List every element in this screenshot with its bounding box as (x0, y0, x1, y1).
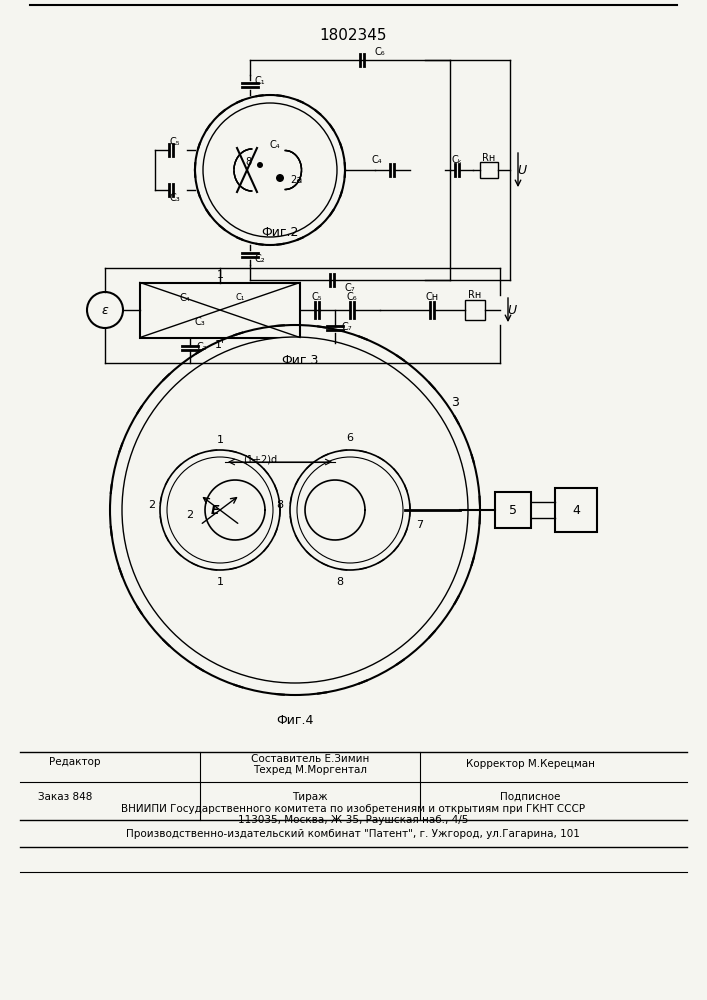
Text: Составитель Е.Зимин: Составитель Е.Зимин (251, 754, 369, 764)
Text: 8: 8 (276, 500, 284, 510)
Text: 8: 8 (245, 157, 251, 167)
Text: 8: 8 (337, 577, 344, 587)
Text: 2a: 2a (290, 175, 303, 185)
Text: C₄: C₄ (269, 140, 280, 150)
Circle shape (203, 103, 337, 237)
Text: 2: 2 (187, 510, 194, 520)
Text: C₅: C₅ (312, 292, 322, 302)
Text: E: E (211, 504, 219, 516)
Text: C₄: C₄ (180, 293, 190, 303)
Bar (495, 492, 531, 528)
Text: C₃: C₃ (170, 193, 180, 203)
Text: U: U (518, 163, 527, 176)
Text: 5: 5 (509, 504, 517, 516)
Text: Rн: Rн (482, 153, 496, 163)
Text: 1: 1 (216, 577, 223, 587)
Bar (140, 282, 300, 338)
Text: Cн: Cн (426, 292, 438, 302)
Text: C₆: C₆ (375, 47, 385, 57)
Text: 4: 4 (572, 504, 580, 516)
Text: ВНИИПИ Государственного комитета по изобретениям и открытиям при ГКНТ СССР: ВНИИПИ Государственного комитета по изоб… (121, 804, 585, 814)
Text: 7: 7 (416, 520, 423, 530)
Bar (555, 488, 597, 532)
Text: 1': 1' (215, 340, 225, 351)
Text: Фиг.4: Фиг.4 (276, 714, 314, 726)
Text: C₅: C₅ (170, 137, 180, 147)
Text: C₂: C₂ (255, 254, 265, 264)
Text: C₃: C₃ (194, 317, 205, 327)
Text: Техред М.Моргентал: Техред М.Моргентал (253, 765, 367, 775)
Circle shape (276, 174, 284, 182)
Text: C₂: C₂ (197, 342, 207, 353)
Text: C₆: C₆ (346, 292, 357, 302)
Text: Подписное: Подписное (500, 792, 560, 802)
Text: C₇: C₇ (341, 322, 352, 332)
Text: Корректор М.Керецман: Корректор М.Керецман (465, 759, 595, 769)
Text: Производственно-издательский комбинат "Патент", г. Ужгород, ул.Гагарина, 101: Производственно-издательский комбинат "П… (126, 829, 580, 839)
Text: U: U (508, 304, 517, 316)
Text: Редактор: Редактор (49, 757, 101, 767)
Text: C₁: C₁ (235, 294, 245, 302)
Text: Фиг.2: Фиг.2 (262, 226, 298, 238)
Text: Rн: Rн (468, 290, 481, 300)
Text: C₁: C₁ (255, 76, 265, 86)
Text: 1: 1 (216, 269, 223, 279)
Bar (465, 300, 485, 320)
Text: 3: 3 (451, 396, 459, 409)
Text: ε: ε (102, 304, 108, 316)
Text: 1: 1 (216, 435, 223, 445)
Text: C₇: C₇ (345, 283, 356, 293)
Text: 2: 2 (148, 500, 156, 510)
Bar (480, 162, 498, 178)
Text: 113035, Москва, Ж-35, Раушская наб., 4/5: 113035, Москва, Ж-35, Раушская наб., 4/5 (238, 815, 468, 825)
Text: Заказ 848: Заказ 848 (37, 792, 92, 802)
Circle shape (122, 337, 468, 683)
Text: (1+2)d: (1+2)d (243, 455, 277, 465)
Circle shape (297, 457, 403, 563)
Text: 6: 6 (346, 433, 354, 443)
Text: Cₖ: Cₖ (452, 155, 462, 165)
Text: C₄: C₄ (372, 155, 382, 165)
Text: 1802345: 1802345 (320, 27, 387, 42)
Text: Фиг.3: Фиг.3 (281, 354, 319, 366)
Circle shape (257, 162, 263, 168)
Text: Тираж: Тираж (292, 792, 328, 802)
Circle shape (167, 457, 273, 563)
